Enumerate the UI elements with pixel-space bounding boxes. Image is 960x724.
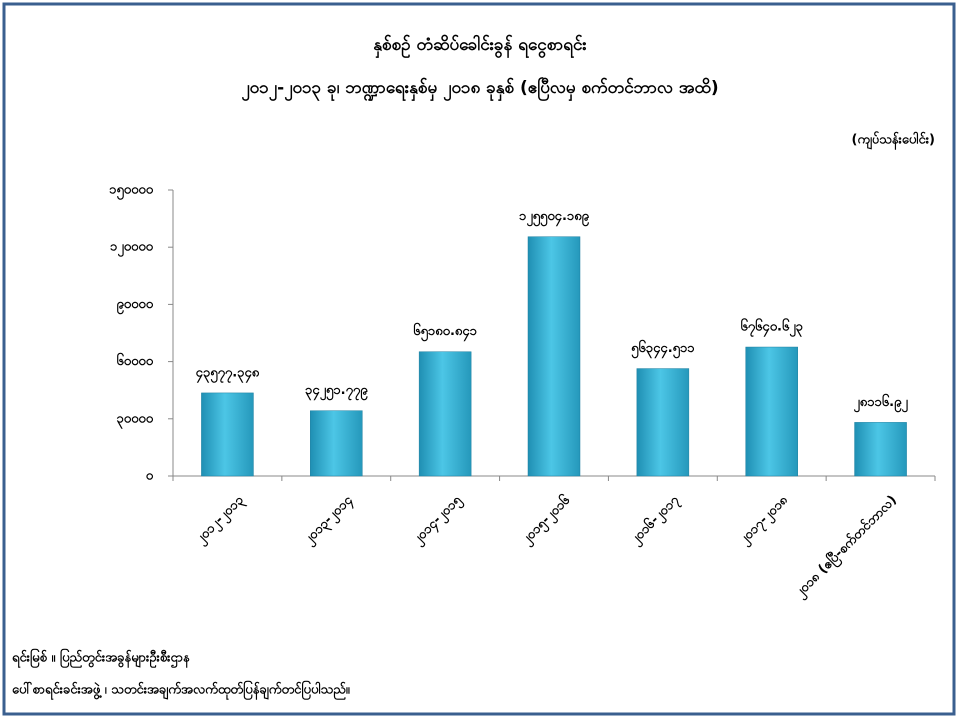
bar [201,392,254,477]
data-label: ၅၆၃၄၄.၅၁၁ [631,339,695,359]
y-tick-label: ၆၀၀၀၀ [116,352,153,369]
source-line: ရင်းမြစ် ။ ပြည်တွင်းအခွန်များဦးစီးဌာန [12,648,191,669]
bar [854,422,907,477]
data-label: ၆၇၆၄၀.၆၂၃ [740,318,803,338]
data-label: ၆၅၁၈၀.၈၄၁ [413,322,477,342]
data-label: ၁၂၅၅၀၄.၁၈၉ [519,209,590,227]
bar [636,368,690,477]
y-tick-label: ၃၀၀၀၀ [116,411,153,429]
data-label: ၂၈၁၁၆.၉၂ [853,393,908,413]
bar [310,410,363,477]
bar [418,351,472,477]
chart-subtitle: ၂၀၁၂-၂၀၁၃ ခု၊ ဘဏ္ဍာရေးနှစ်မှ ၂၀၁၈ ခုနှစ်… [241,76,718,102]
source-line: ပေါ်စာရင်းခင်းအဖွဲ့ ၊ သတင်းအချက်အလက်ထုတ်… [12,680,351,701]
data-label: ၄၃၅၇၇.၃၄၈ [196,365,260,383]
data-label: ၃၄၂၅၁.၇၇၉ [305,383,368,401]
bar [745,346,798,477]
y-tick-label: ၀ [146,469,154,484]
y-tick-label: ၉၀၀၀၀ [116,297,153,315]
unit-label: (ကျပ်သန်းပေါင်း) [852,131,936,151]
y-tick-label: ၁၂၀၀၀၀ [110,240,154,258]
chart-title: နှစ်စဉ် တံဆိပ်ခေါင်းခွန် ရငွေစာရင်း [373,33,587,59]
bar [527,236,581,477]
y-tick-label: ၁၅၀၀၀၀ [109,183,154,201]
